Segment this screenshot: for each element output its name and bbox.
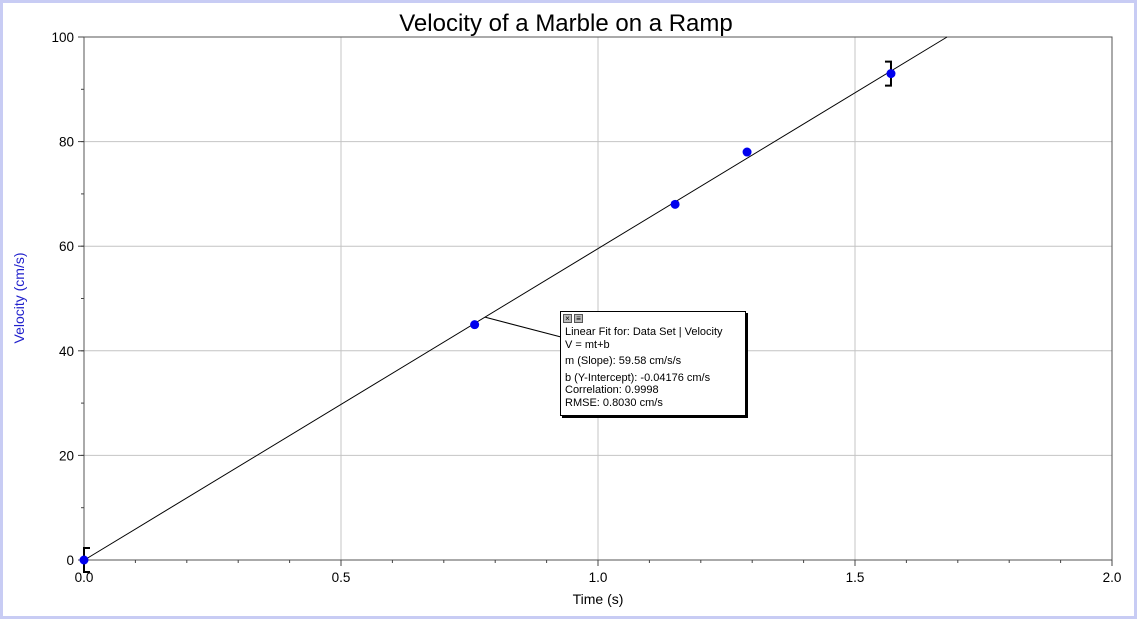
x-tick-label: 1.5 (846, 570, 865, 585)
fit-correlation: Correlation: 0.9998 (565, 384, 659, 397)
linear-fit-box[interactable]: × ≡ Linear Fit for: Data Set | Velocity … (560, 311, 746, 416)
y-tick-label: 0 (66, 553, 74, 568)
grid (84, 37, 1112, 560)
data-point (670, 199, 680, 209)
chart-title: Velocity of a Marble on a Ramp (399, 10, 733, 37)
y-axis-title: Velocity (cm/s) (11, 252, 27, 343)
x-tick-label: 0.0 (75, 570, 94, 585)
x-axis-title: Time (s) (573, 591, 624, 607)
close-icon[interactable]: × (563, 314, 572, 323)
data-point (886, 69, 896, 79)
x-tick-label: 0.5 (332, 570, 351, 585)
x-tick-labels: 0.0 0.5 1.0 1.5 2.0 (75, 570, 1122, 585)
axis-ticks (78, 36, 1113, 566)
menu-icon[interactable]: ≡ (574, 314, 583, 323)
data-point (79, 555, 89, 565)
y-tick-label: 80 (59, 135, 74, 150)
data-point (470, 320, 480, 330)
x-tick-label: 2.0 (1103, 570, 1122, 585)
fit-equation: V = mt+b (565, 338, 610, 351)
fit-rmse: RMSE: 0.8030 cm/s (565, 396, 663, 409)
x-tick-label: 1.0 (589, 570, 608, 585)
fit-intercept: b (Y-Intercept): -0.04176 cm/s (565, 371, 711, 384)
fit-title: Linear Fit for: Data Set | Velocity (565, 326, 723, 338)
fit-leader-line (484, 316, 562, 338)
fit-line (84, 36, 948, 561)
y-tick-label: 40 (59, 344, 74, 359)
y-tick-label: 100 (51, 30, 74, 45)
fit-slope: m (Slope): 59.58 cm/s/s (565, 355, 682, 368)
range-brackets (83, 60, 892, 573)
y-tick-label: 20 (59, 448, 74, 463)
data-point (742, 147, 752, 157)
y-tick-labels: 0 20 40 60 80 100 (51, 30, 74, 568)
data-points (79, 69, 896, 565)
y-tick-label: 60 (59, 239, 74, 254)
